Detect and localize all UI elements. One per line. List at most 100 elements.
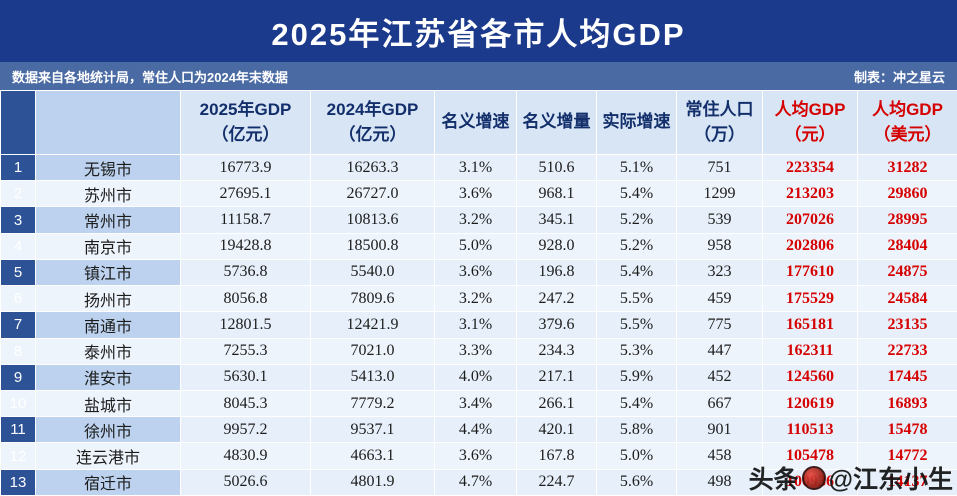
nominal-growth-cell: 3.6% — [434, 258, 517, 287]
header-real-growth: 实际增速 — [596, 90, 677, 155]
population-cell: 447 — [676, 337, 763, 365]
real-growth-cell: 5.2% — [596, 232, 677, 260]
per-capita-gdp-cny-cell: 213203 — [762, 180, 858, 208]
real-growth-cell: 5.3% — [596, 337, 677, 365]
gdp-2024-cell: 12421.9 — [310, 311, 435, 339]
per-capita-gdp-cny-cell: 120619 — [762, 389, 858, 418]
real-growth-cell: 5.5% — [596, 311, 677, 339]
gdp-2024-cell: 7809.6 — [310, 285, 435, 313]
gdp-2024-cell: 18500.8 — [310, 232, 435, 260]
nominal-growth-cell: 3.1% — [434, 153, 517, 182]
gdp-2025-cell: 8045.3 — [180, 389, 311, 418]
header-line: （美元） — [873, 124, 942, 144]
gdp-2025-cell: 8056.8 — [180, 285, 311, 313]
city-cell: 泰州市 — [35, 337, 181, 365]
gdp-table: 2025年GDP （亿元） 2024年GDP （亿元） 名义增速 名义增量 实际 — [0, 90, 957, 496]
rank-cell: 11 — [0, 416, 36, 444]
nominal-increase-cell: 196.8 — [516, 258, 597, 287]
real-growth-cell: 5.4% — [596, 258, 677, 287]
real-growth-cell: 5.4% — [596, 180, 677, 208]
nominal-growth-cell: 3.2% — [434, 206, 517, 234]
real-growth-cell: 5.0% — [596, 442, 677, 470]
rank-cell: 13 — [0, 468, 36, 496]
nominal-increase-cell: 217.1 — [516, 363, 597, 391]
nominal-growth-cell: 4.0% — [434, 363, 517, 391]
nominal-growth-cell: 3.6% — [434, 442, 517, 470]
per-capita-gdp-cny-cell: 165181 — [762, 311, 858, 339]
rank-cell: 7 — [0, 311, 36, 339]
header-per-capita-gdp-usd: 人均GDP （美元） — [857, 90, 957, 155]
city-cell: 宿迁市 — [35, 468, 181, 496]
rank-cell: 1 — [0, 153, 36, 182]
subtitle-bar: 数据来自各地统计局，常住人口为2024年末数据 制表：冲之星云 — [0, 62, 957, 90]
per-capita-gdp-usd-cell: 15478 — [857, 416, 957, 444]
per-capita-gdp-usd-cell: 24875 — [857, 258, 957, 287]
population-cell: 775 — [676, 311, 763, 339]
city-cell: 苏州市 — [35, 180, 181, 208]
table-row: 8 泰州市 7255.3 7021.0 3.3% 234.3 5.3% 447 162311 22… — [0, 337, 957, 365]
rank-cell: 10 — [0, 389, 36, 418]
table-row: 3 常州市 11158.7 10813.6 3.2% 345.1 5.2% 539 207026… — [0, 206, 957, 234]
city-cell: 盐城市 — [35, 389, 181, 418]
nominal-growth-cell: 3.4% — [434, 389, 517, 418]
per-capita-gdp-usd-cell: 16893 — [857, 389, 957, 418]
per-capita-gdp-cny-cell: 207026 — [762, 206, 858, 234]
population-cell: 539 — [676, 206, 763, 234]
rank-cell: 4 — [0, 232, 36, 260]
gdp-2025-cell: 16773.9 — [180, 153, 311, 182]
table-row: 9 淮安市 5630.1 5413.0 4.0% 217.1 5.9% 452 124560 17… — [0, 363, 957, 391]
nominal-increase-cell: 968.1 — [516, 180, 597, 208]
gdp-2024-cell: 4663.1 — [310, 442, 435, 470]
table-row: 5 镇江市 5736.8 5540.0 3.6% 196.8 5.4% 323 177610 24… — [0, 258, 957, 287]
header-line: 名义增速 — [441, 112, 510, 132]
table-row: 11 徐州市 9957.2 9537.1 4.4% 420.1 5.8% 901 110513 1… — [0, 416, 957, 444]
nominal-growth-cell: 3.2% — [434, 285, 517, 313]
rank-cell: 3 — [0, 206, 36, 234]
nominal-growth-cell: 4.4% — [434, 416, 517, 444]
rank-cell: 8 — [0, 337, 36, 365]
header-line: 实际增速 — [602, 112, 671, 132]
city-cell: 连云港市 — [35, 442, 181, 470]
population-cell: 958 — [676, 232, 763, 260]
real-growth-cell: 5.5% — [596, 285, 677, 313]
rank-cell: 5 — [0, 258, 36, 287]
header-line: （元） — [784, 124, 836, 144]
table-body: 1 无锡市 16773.9 16263.3 3.1% 510.6 5.1% 751 223354… — [0, 153, 957, 496]
population-cell: 901 — [676, 416, 763, 444]
nominal-increase-cell: 379.6 — [516, 311, 597, 339]
gdp-2025-cell: 9957.2 — [180, 416, 311, 444]
gdp-2025-cell: 5736.8 — [180, 258, 311, 287]
table-row: 4 南京市 19428.8 18500.8 5.0% 928.0 5.2% 958 202806… — [0, 232, 957, 260]
nominal-increase-cell: 510.6 — [516, 153, 597, 182]
population-cell: 452 — [676, 363, 763, 391]
header-rank — [0, 90, 36, 155]
nominal-increase-cell: 266.1 — [516, 389, 597, 418]
gdp-2024-cell: 10813.6 — [310, 206, 435, 234]
header-line: 名义增量 — [522, 112, 591, 132]
per-capita-gdp-usd-cell: 28404 — [857, 232, 957, 260]
header-line: （亿元） — [338, 124, 407, 144]
per-capita-gdp-usd-cell: 22733 — [857, 337, 957, 365]
per-capita-gdp-usd-cell: 14137 — [857, 468, 957, 496]
header-gdp-2025: 2025年GDP （亿元） — [180, 90, 311, 155]
table-row: 2 苏州市 27695.1 26727.0 3.6% 968.1 5.4% 1299 21320… — [0, 180, 957, 208]
per-capita-gdp-cny-cell: 124560 — [762, 363, 858, 391]
header-per-capita-gdp-cny: 人均GDP （元） — [762, 90, 858, 155]
table-row: 10 盐城市 8045.3 7779.2 3.4% 266.1 5.4% 667 120619 1… — [0, 389, 957, 418]
population-cell: 323 — [676, 258, 763, 287]
per-capita-gdp-cny-cell: 175529 — [762, 285, 858, 313]
real-growth-cell: 5.1% — [596, 153, 677, 182]
table-row: 1 无锡市 16773.9 16263.3 3.1% 510.6 5.1% 751 223354… — [0, 153, 957, 182]
per-capita-gdp-cny-cell: 110513 — [762, 416, 858, 444]
gdp-2024-cell: 4801.9 — [310, 468, 435, 496]
gdp-2024-cell: 16263.3 — [310, 153, 435, 182]
gdp-2025-cell: 7255.3 — [180, 337, 311, 365]
per-capita-gdp-usd-cell: 29860 — [857, 180, 957, 208]
gdp-2025-cell: 12801.5 — [180, 311, 311, 339]
table-row: 12 连云港市 4830.9 4663.1 3.6% 167.8 5.0% 458 105478… — [0, 442, 957, 470]
header-nominal-increase: 名义增量 — [516, 90, 597, 155]
header-line: （亿元） — [211, 124, 280, 144]
real-growth-cell: 5.2% — [596, 206, 677, 234]
per-capita-gdp-usd-cell: 23135 — [857, 311, 957, 339]
city-cell: 南京市 — [35, 232, 181, 260]
